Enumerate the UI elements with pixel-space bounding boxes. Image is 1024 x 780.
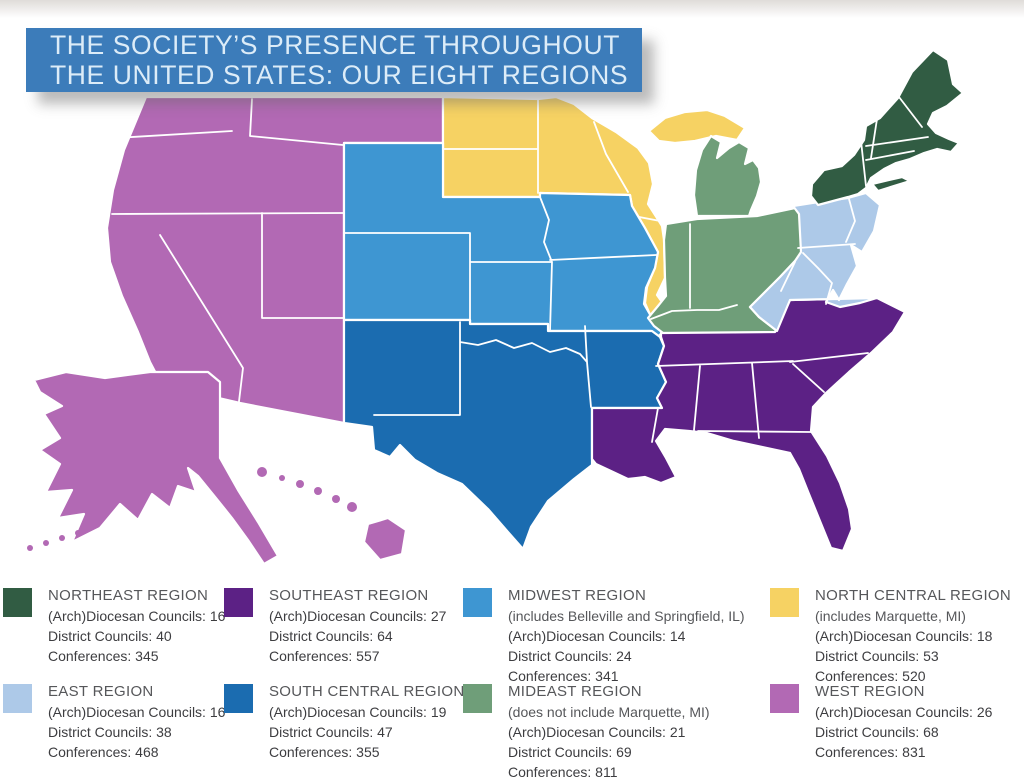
state-borders-southeast	[651, 352, 869, 443]
legend-stat-diocesan: (Arch)Diocesan Councils: 14	[508, 628, 686, 644]
legend-swatch-midwest	[463, 588, 492, 617]
map-region-midwest	[342, 141, 668, 338]
legend-stat-district: District Councils: 24	[508, 648, 632, 664]
legend-stat-conferences: Conferences: 557	[269, 648, 380, 664]
hawaii-island	[347, 502, 357, 512]
hawaii-island	[332, 495, 340, 503]
hawaii-island	[279, 475, 285, 481]
legend-text-south_central: SOUTH CENTRAL REGION (Arch)Diocesan Counc…	[269, 682, 464, 762]
legend-region-name: SOUTHEAST REGION	[269, 587, 429, 604]
legend-region-name: MIDEAST REGION	[508, 683, 642, 700]
map-region-east	[748, 191, 882, 333]
legend-stat-diocesan: (Arch)Diocesan Councils: 27	[269, 608, 447, 624]
legend-item-northeast: NORTHEAST REGION (Arch)Diocesan Councils:…	[3, 586, 225, 666]
legend-item-southeast: SOUTHEAST REGION (Arch)Diocesan Councils:…	[224, 586, 446, 666]
legend-stat-conferences: Conferences: 520	[815, 668, 926, 684]
legend-text-midwest: MIDWEST REGION (includes Belleville and S…	[508, 586, 745, 686]
map-region-west	[27, 95, 445, 566]
legend-stat-diocesan: (Arch)Diocesan Councils: 21	[508, 724, 686, 740]
state-borders-north-central	[442, 99, 661, 222]
legend-stat-district: District Councils: 40	[48, 628, 172, 644]
legend-region-name: SOUTH CENTRAL REGION	[269, 683, 465, 700]
long-island-shape	[870, 175, 912, 193]
legend-stat-district: District Councils: 68	[815, 724, 939, 740]
legend-stat-diocesan: (Arch)Diocesan Councils: 18	[815, 628, 993, 644]
legend-stat-diocesan: (Arch)Diocesan Councils: 16	[48, 608, 226, 624]
legend-stat-district: District Councils: 53	[815, 648, 939, 664]
michigan-upper-peninsula-shape	[647, 108, 747, 145]
state-borders-mideast	[650, 223, 738, 320]
legend-stat-diocesan: (Arch)Diocesan Councils: 19	[269, 704, 447, 720]
alaska-shape	[32, 370, 280, 566]
legend-swatch-southeast	[224, 588, 253, 617]
southeast-shape	[590, 296, 907, 553]
map-region-northeast	[809, 48, 965, 207]
legend-region-name: WEST REGION	[815, 683, 925, 700]
hawaii-island	[314, 487, 322, 495]
legend-text-west: WEST REGION (Arch)Diocesan Councils: 26 Di…	[815, 682, 992, 762]
legend-region-name: EAST REGION	[48, 683, 154, 700]
legend-stat-conferences: Conferences: 345	[48, 648, 159, 664]
legend-text-north_central: NORTH CENTRAL REGION (includes Marquette,…	[815, 586, 1011, 686]
legend-stat-district: District Councils: 38	[48, 724, 172, 740]
hawaii-big-island-shape	[362, 516, 408, 562]
aleutian-island	[75, 530, 81, 536]
legend-swatch-mideast	[463, 684, 492, 713]
legend-text-east: EAST REGION (Arch)Diocesan Councils: 16 Di…	[48, 682, 225, 762]
legend-text-northeast: NORTHEAST REGION (Arch)Diocesan Councils:…	[48, 586, 225, 666]
map-region-southeast	[590, 296, 907, 553]
hawaii-island	[257, 467, 267, 477]
legend-stat-diocesan: (Arch)Diocesan Councils: 16	[48, 704, 226, 720]
south-central-shape	[342, 318, 668, 551]
legend-region-note: (includes Marquette, MI)	[815, 608, 966, 624]
legend-stat-conferences: Conferences: 811	[508, 764, 618, 780]
us-regions-map	[27, 48, 965, 566]
aleutian-island	[27, 545, 33, 551]
aleutian-island	[59, 535, 65, 541]
title-banner: THE SOCIETY’S PRESENCE THROUGHOUT THE UN…	[26, 28, 642, 92]
state-borders-south-central	[373, 321, 592, 416]
michigan-mitten-shape	[692, 134, 763, 218]
legend-stat-district: District Councils: 64	[269, 628, 393, 644]
legend-swatch-east	[3, 684, 32, 713]
legend-stat-district: District Councils: 47	[269, 724, 393, 740]
legend-item-north_central: NORTH CENTRAL REGION (includes Marquette,…	[770, 586, 1011, 686]
chesapeake-bay	[825, 282, 833, 305]
legend-stat-conferences: Conferences: 831	[815, 744, 926, 760]
legend-item-midwest: MIDWEST REGION (includes Belleville and S…	[463, 586, 745, 686]
legend-region-name: MIDWEST REGION	[508, 587, 647, 604]
map-region-south-central	[342, 318, 668, 551]
legend-stat-conferences: Conferences: 355	[269, 744, 380, 760]
state-borders-northeast	[859, 96, 929, 187]
page-title-line2: THE UNITED STATES: OUR EIGHT REGIONS	[50, 60, 629, 90]
legend-swatch-south_central	[224, 684, 253, 713]
page-title-line1: THE SOCIETY’S PRESENCE THROUGHOUT	[50, 30, 620, 60]
legend-swatch-northeast	[3, 588, 32, 617]
hawaii-island	[296, 480, 304, 488]
legend-region-note: (includes Belleville and Springfield, IL…	[508, 608, 745, 624]
legend-stat-district: District Councils: 69	[508, 744, 632, 760]
east-shape	[748, 191, 882, 333]
legend-stat-conferences: Conferences: 468	[48, 744, 159, 760]
legend-text-mideast: MIDEAST REGION (does not include Marquett…	[508, 682, 710, 780]
legend-item-south_central: SOUTH CENTRAL REGION (Arch)Diocesan Counc…	[224, 682, 464, 762]
page-top-edge	[0, 0, 1024, 18]
state-borders-west	[111, 98, 345, 419]
state-borders-east	[780, 198, 856, 292]
legend-item-mideast: MIDEAST REGION (does not include Marquett…	[463, 682, 710, 780]
legend-region-note: (does not include Marquette, MI)	[508, 704, 710, 720]
legend-item-east: EAST REGION (Arch)Diocesan Councils: 16 Di…	[3, 682, 225, 762]
legend-region-name: NORTH CENTRAL REGION	[815, 587, 1012, 604]
us-map-svg	[27, 48, 965, 566]
state-borders-midwest	[343, 196, 657, 332]
legend-item-west: WEST REGION (Arch)Diocesan Councils: 26 Di…	[770, 682, 992, 762]
aleutian-island	[43, 540, 49, 546]
legend-text-southeast: SOUTHEAST REGION (Arch)Diocesan Councils:…	[269, 586, 446, 666]
legend-region-name: NORTHEAST REGION	[48, 587, 209, 604]
legend-swatch-west	[770, 684, 799, 713]
legend-stat-conferences: Conferences: 341	[508, 668, 619, 684]
legend-swatch-north_central	[770, 588, 799, 617]
legend-stat-diocesan: (Arch)Diocesan Councils: 26	[815, 704, 993, 720]
